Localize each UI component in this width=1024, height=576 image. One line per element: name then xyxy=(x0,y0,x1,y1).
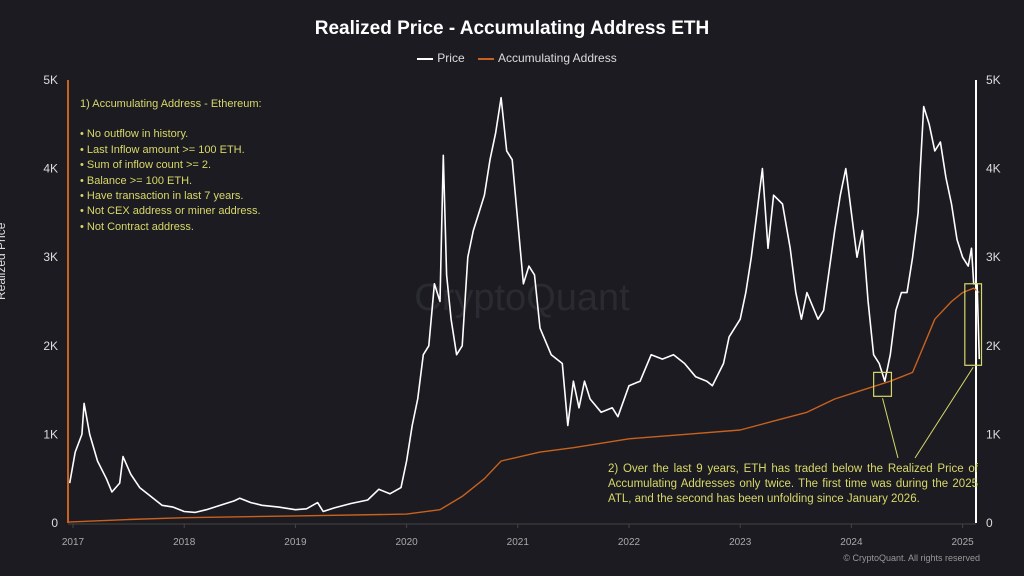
criteria-item: • Sum of inflow count >= 2. xyxy=(80,159,212,172)
legend-item-accumulating[interactable]: Accumulating Address xyxy=(468,51,617,65)
annotation-criteria: 1) Accumulating Address - Ethereum: • No… xyxy=(80,97,262,235)
annotation-arrow xyxy=(882,398,899,459)
y-tick-left: 0 xyxy=(51,516,58,530)
x-tick-label: 2017 xyxy=(62,537,85,548)
x-tick-label: 2021 xyxy=(507,537,530,548)
criteria-item: • Have transaction in last 7 years. xyxy=(80,190,244,203)
x-tick-label: 2025 xyxy=(951,537,974,548)
chart-title: Realized Price - Accumulating Address ET… xyxy=(314,18,710,39)
criteria-title: 1) Accumulating Address - Ethereum: xyxy=(80,98,262,110)
y-tick-right: 3K xyxy=(986,250,1001,264)
x-tick-label: 2018 xyxy=(173,537,196,548)
criteria-item: • Not CEX address or miner address. xyxy=(80,205,261,218)
criteria-item: • Balance >= 100 ETH. xyxy=(80,174,193,187)
x-tick-label: 2019 xyxy=(284,537,307,548)
x-tick-label: 2020 xyxy=(395,537,418,548)
series-line-price xyxy=(68,96,981,514)
highlight-box xyxy=(964,283,983,366)
legend-swatch-accumulating xyxy=(477,57,494,60)
y-tick-right: 5K xyxy=(986,73,1001,87)
y-tick-right: 1K xyxy=(986,427,1001,441)
y-tick-left: 1K xyxy=(43,427,58,441)
legend-label-price: Price xyxy=(437,51,465,65)
x-tick-label: 2023 xyxy=(729,537,752,548)
criteria-item: • Last Inflow amount >= 100 ETH. xyxy=(80,143,245,156)
y-tick-right: 2K xyxy=(986,339,1001,353)
series-line-accumulating-address xyxy=(67,287,980,523)
annotation-arrow xyxy=(914,367,974,459)
y-tick-left: 5K xyxy=(43,73,58,87)
legend-swatch-price xyxy=(417,57,434,60)
y-tick-right: 4K xyxy=(986,162,1001,176)
annotation-observation: 2) Over the last 9 years, ETH has traded… xyxy=(608,463,978,505)
y-tick-left: 3K xyxy=(43,250,58,264)
y-tick-left: 2K xyxy=(43,339,58,353)
criteria-item: • No outflow in history. xyxy=(80,128,189,141)
y-tick-right: 0 xyxy=(986,516,993,530)
highlight-box xyxy=(873,371,893,397)
copyright: © CryptoQuant. All rights reserved xyxy=(843,553,980,563)
y-tick-left: 4K xyxy=(43,162,58,176)
legend: Price Accumulating Address xyxy=(0,51,1024,65)
legend-item-price[interactable]: Price xyxy=(407,51,465,65)
criteria-item: • Not Contract address. xyxy=(80,220,194,233)
x-tick-label: 2022 xyxy=(618,537,641,548)
x-tick-label: 2024 xyxy=(840,537,863,548)
legend-label-accumulating: Accumulating Address xyxy=(497,51,617,65)
